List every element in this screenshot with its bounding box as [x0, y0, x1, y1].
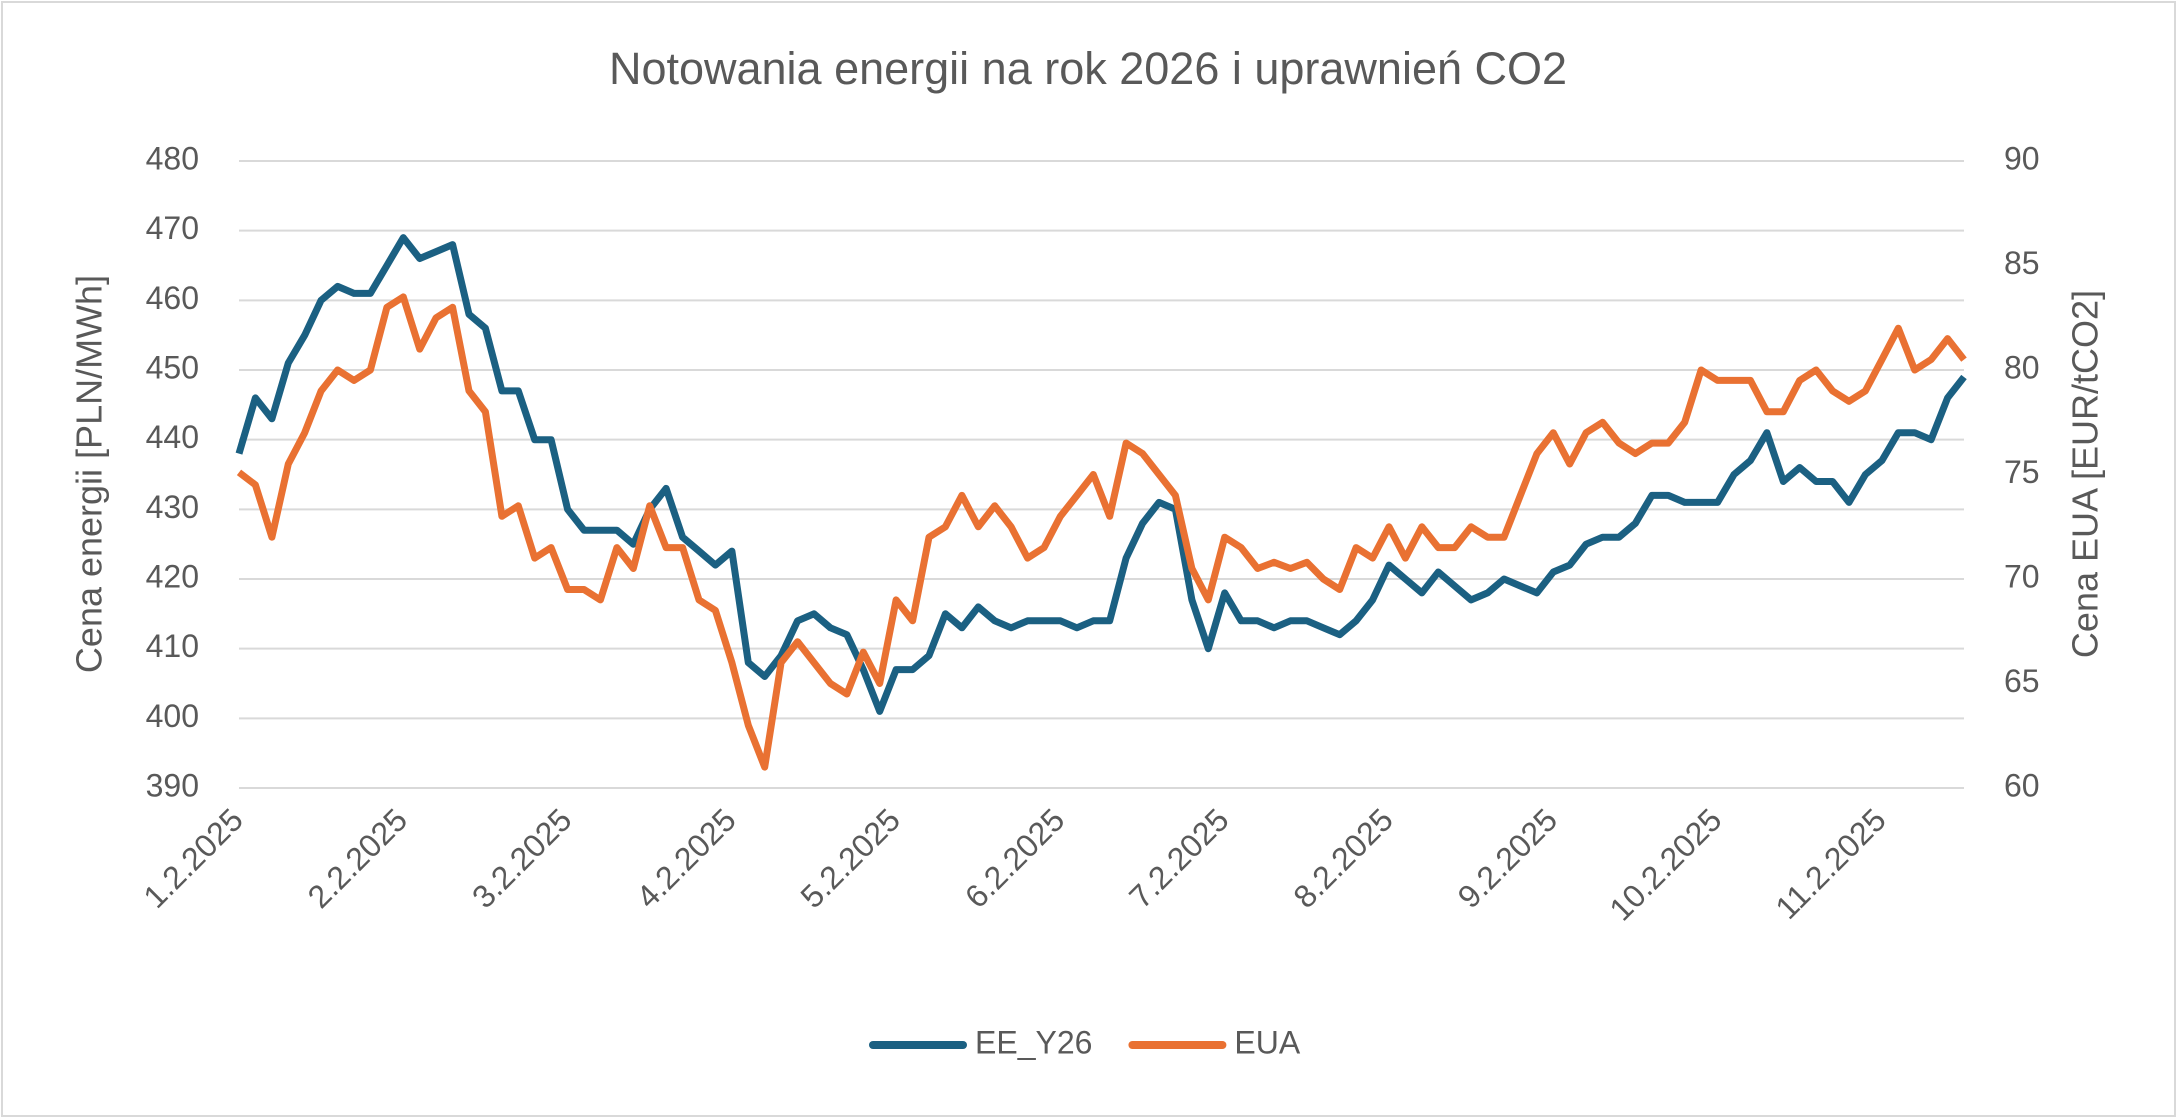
- y2-tick-label: 65: [2004, 663, 2040, 699]
- y-tick-label: 460: [146, 280, 199, 316]
- legend-label: EE_Y26: [975, 1024, 1092, 1060]
- y-tick-label: 450: [146, 349, 199, 385]
- y-tick-label: 430: [146, 489, 199, 525]
- y-tick-label: 390: [146, 767, 199, 803]
- y2-tick-label: 90: [2004, 140, 2040, 176]
- y2-tick-label: 70: [2004, 558, 2040, 594]
- y-tick-label: 480: [146, 140, 199, 176]
- line-series: [235, 234, 1967, 715]
- y2-tick-label: 85: [2004, 245, 2040, 281]
- y-tick-label: 400: [146, 698, 199, 734]
- y-tick-label: 470: [146, 210, 199, 246]
- y-axis-title: Cena energii [PLN/MWh]: [69, 275, 110, 673]
- y2-tick-label: 80: [2004, 349, 2040, 385]
- line-series: [236, 293, 1967, 771]
- y-tick-label: 420: [146, 558, 199, 594]
- y2-axis-title: Cena EUA [EUR/tCO2]: [2065, 290, 2106, 658]
- y2-tick-label: 60: [2004, 767, 2040, 803]
- chart-title: Notowania energii na rok 2026 i uprawnie…: [609, 43, 1567, 94]
- legend-label: EUA: [1234, 1024, 1300, 1060]
- y-tick-label: 440: [146, 419, 199, 455]
- y2-tick-label: 75: [2004, 454, 2040, 490]
- y-tick-label: 410: [146, 628, 199, 664]
